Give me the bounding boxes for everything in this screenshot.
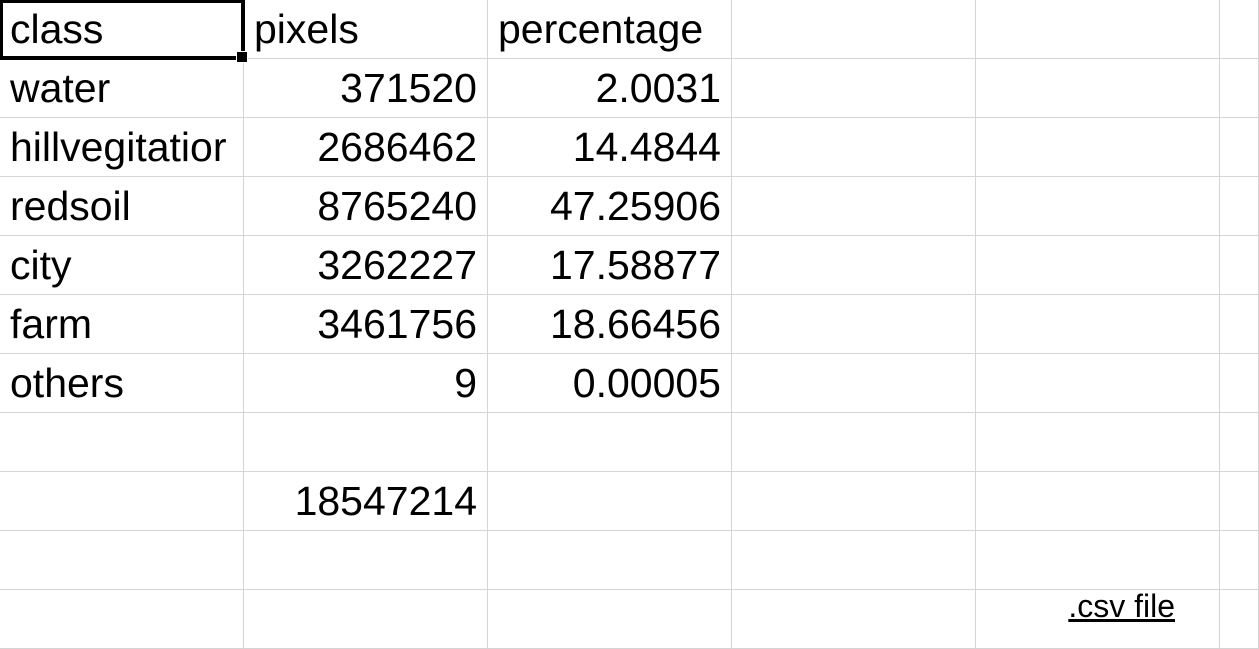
cell-f5[interactable] xyxy=(1220,236,1259,295)
cell-pixels-water[interactable]: 371520 xyxy=(244,59,488,118)
cell-d4[interactable] xyxy=(732,177,976,236)
cell-b10[interactable] xyxy=(244,531,488,590)
cell-f11[interactable] xyxy=(1220,590,1259,649)
cell-class-others[interactable]: others xyxy=(0,354,244,413)
header-class-label: class xyxy=(10,6,104,52)
cell-percentage-city[interactable]: 17.58877 xyxy=(488,236,732,295)
cell-e1[interactable] xyxy=(976,0,1220,59)
cell-pixels-farm[interactable]: 3461756 xyxy=(244,295,488,354)
cell-class-redsoil[interactable]: redsoil xyxy=(0,177,244,236)
cell-d10[interactable] xyxy=(732,531,976,590)
cell-percentage-water[interactable]: 2.0031 xyxy=(488,59,732,118)
cell-f6[interactable] xyxy=(1220,295,1259,354)
cell-d6[interactable] xyxy=(732,295,976,354)
cell-class-hillvegitatior[interactable]: hillvegitatior xyxy=(0,118,244,177)
cell-pixels-redsoil[interactable]: 8765240 xyxy=(244,177,488,236)
cell-d2[interactable] xyxy=(732,59,976,118)
cell-a9[interactable] xyxy=(0,472,244,531)
cell-f9[interactable] xyxy=(1220,472,1259,531)
cell-d1[interactable] xyxy=(732,0,976,59)
cell-class-water[interactable]: water xyxy=(0,59,244,118)
cell-a11[interactable] xyxy=(0,590,244,649)
cell-b11[interactable] xyxy=(244,590,488,649)
cell-a8[interactable] xyxy=(0,413,244,472)
cell-percentage-others[interactable]: 0.00005 xyxy=(488,354,732,413)
cell-d5[interactable] xyxy=(732,236,976,295)
cell-f4[interactable] xyxy=(1220,177,1259,236)
cell-pixels-hillvegitatior[interactable]: 2686462 xyxy=(244,118,488,177)
cell-c1-header-percentage[interactable]: percentage xyxy=(488,0,732,59)
cell-f3[interactable] xyxy=(1220,118,1259,177)
cell-class-city[interactable]: city xyxy=(0,236,244,295)
cell-e9[interactable] xyxy=(976,472,1220,531)
cell-e7[interactable] xyxy=(976,354,1220,413)
fill-handle[interactable] xyxy=(236,51,248,63)
cell-c11[interactable] xyxy=(488,590,732,649)
cell-f1[interactable] xyxy=(1220,0,1259,59)
cell-d7[interactable] xyxy=(732,354,976,413)
cell-e10[interactable] xyxy=(976,531,1220,590)
cell-b8[interactable] xyxy=(244,413,488,472)
cell-pixels-others[interactable]: 9 xyxy=(244,354,488,413)
cell-c8[interactable] xyxy=(488,413,732,472)
cell-f2[interactable] xyxy=(1220,59,1259,118)
cell-class-farm[interactable]: farm xyxy=(0,295,244,354)
cell-d8[interactable] xyxy=(732,413,976,472)
cell-d11[interactable] xyxy=(732,590,976,649)
cell-a1-header-class[interactable]: class xyxy=(0,0,248,63)
cell-f8[interactable] xyxy=(1220,413,1259,472)
cell-pixels-city[interactable]: 3262227 xyxy=(244,236,488,295)
cell-pixels-total[interactable]: 18547214 xyxy=(244,472,488,531)
cell-e2[interactable] xyxy=(976,59,1220,118)
cell-e3[interactable] xyxy=(976,118,1220,177)
cell-percentage-hillvegitatior[interactable]: 14.4844 xyxy=(488,118,732,177)
cell-e4[interactable] xyxy=(976,177,1220,236)
cell-percentage-farm[interactable]: 18.66456 xyxy=(488,295,732,354)
cell-percentage-redsoil[interactable]: 47.25906 xyxy=(488,177,732,236)
cell-b1-header-pixels[interactable]: pixels xyxy=(244,0,488,59)
cell-e8[interactable] xyxy=(976,413,1220,472)
cell-e6[interactable] xyxy=(976,295,1220,354)
cell-a10[interactable] xyxy=(0,531,244,590)
cell-f10[interactable] xyxy=(1220,531,1259,590)
csv-file-annotation: .csv file xyxy=(1068,588,1175,624)
cell-c10[interactable] xyxy=(488,531,732,590)
cell-e5[interactable] xyxy=(976,236,1220,295)
cell-d3[interactable] xyxy=(732,118,976,177)
cell-d9[interactable] xyxy=(732,472,976,531)
cell-f7[interactable] xyxy=(1220,354,1259,413)
cell-c9[interactable] xyxy=(488,472,732,531)
